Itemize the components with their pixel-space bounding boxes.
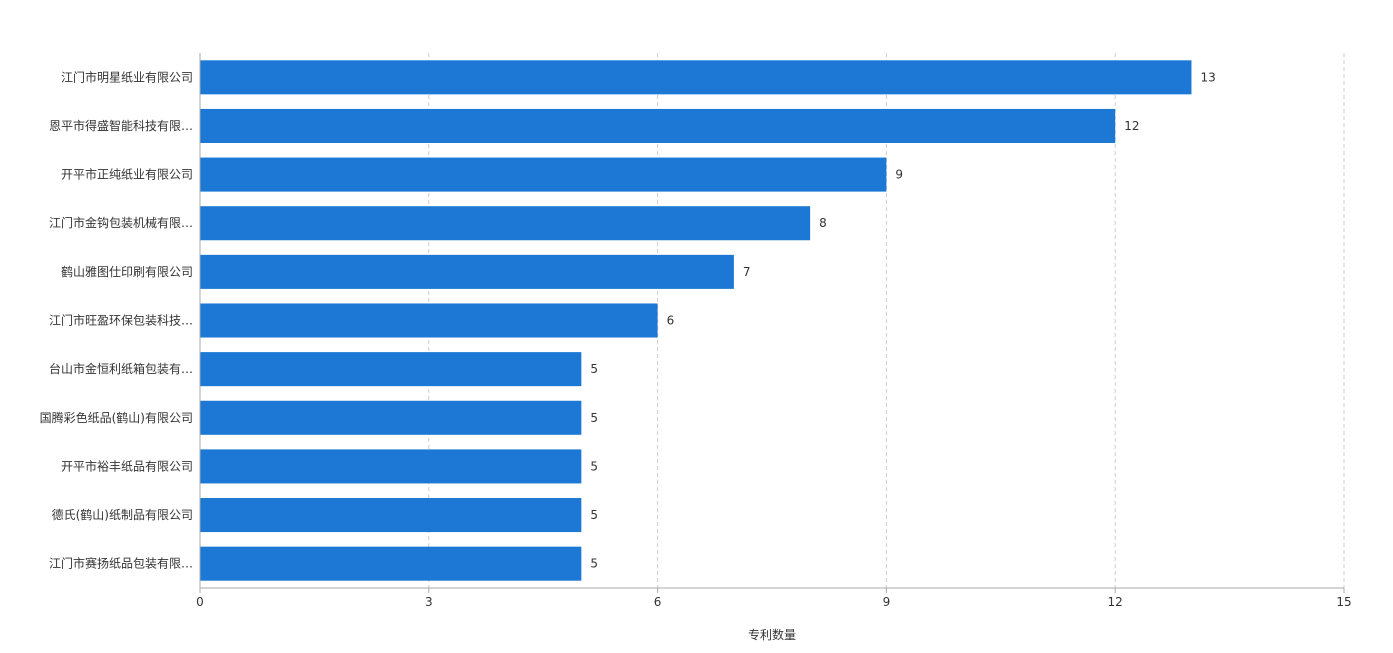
data-label: 12 xyxy=(1124,119,1139,133)
data-label: 5 xyxy=(590,557,598,571)
category-label: 德氏(鹤山)纸制品有限公司 xyxy=(52,507,193,522)
bar[interactable] xyxy=(200,206,811,241)
x-tick-label: 3 xyxy=(425,595,433,609)
x-tick-label: 6 xyxy=(654,595,662,609)
x-tick-label: 9 xyxy=(883,595,891,609)
category-label: 台山市金恒利纸箱包装有… xyxy=(49,361,193,376)
category-label: 恩平市得盛智能科技有限… xyxy=(49,118,193,133)
category-label: 鹤山雅图仕印刷有限公司 xyxy=(61,264,193,279)
bar[interactable] xyxy=(200,400,582,435)
x-tick-label: 15 xyxy=(1336,595,1351,609)
bars xyxy=(200,60,1192,581)
data-label: 7 xyxy=(743,265,751,279)
bar[interactable] xyxy=(200,254,734,289)
data-labels: 13 12 9 8 7 6 5 5 5 5 5 xyxy=(590,70,1215,570)
category-label: 江门市旺盈环保包装科技… xyxy=(49,313,193,328)
bar[interactable] xyxy=(200,449,582,484)
data-label: 5 xyxy=(590,362,598,376)
bar[interactable] xyxy=(200,303,658,338)
bar[interactable] xyxy=(200,157,887,192)
x-tick-label: 0 xyxy=(196,595,204,609)
category-label: 国腾彩色纸品(鹤山)有限公司 xyxy=(40,410,193,425)
data-label: 8 xyxy=(819,216,827,230)
bar[interactable] xyxy=(200,546,582,581)
bar[interactable] xyxy=(200,108,1116,143)
category-label: 开平市裕丰纸品有限公司 xyxy=(61,458,193,473)
x-axis-title: 专利数量 xyxy=(748,627,796,642)
category-label: 江门市赛扬纸品包装有限… xyxy=(49,556,193,571)
data-label: 13 xyxy=(1200,70,1215,84)
data-label: 5 xyxy=(590,411,598,425)
data-label: 9 xyxy=(895,168,903,182)
bar[interactable] xyxy=(200,352,582,387)
category-label: 开平市正纯纸业有限公司 xyxy=(61,167,193,182)
data-label: 5 xyxy=(590,459,598,473)
bar[interactable] xyxy=(200,60,1192,95)
category-label: 江门市明星纸业有限公司 xyxy=(61,69,193,84)
data-label: 5 xyxy=(590,508,598,522)
x-axis-ticks: 0 3 6 9 12 15 xyxy=(196,588,1352,609)
bar[interactable] xyxy=(200,498,582,533)
category-label: 江门市金钩包装机械有限… xyxy=(49,215,193,230)
x-tick-label: 12 xyxy=(1108,595,1123,609)
data-label: 6 xyxy=(667,314,675,328)
